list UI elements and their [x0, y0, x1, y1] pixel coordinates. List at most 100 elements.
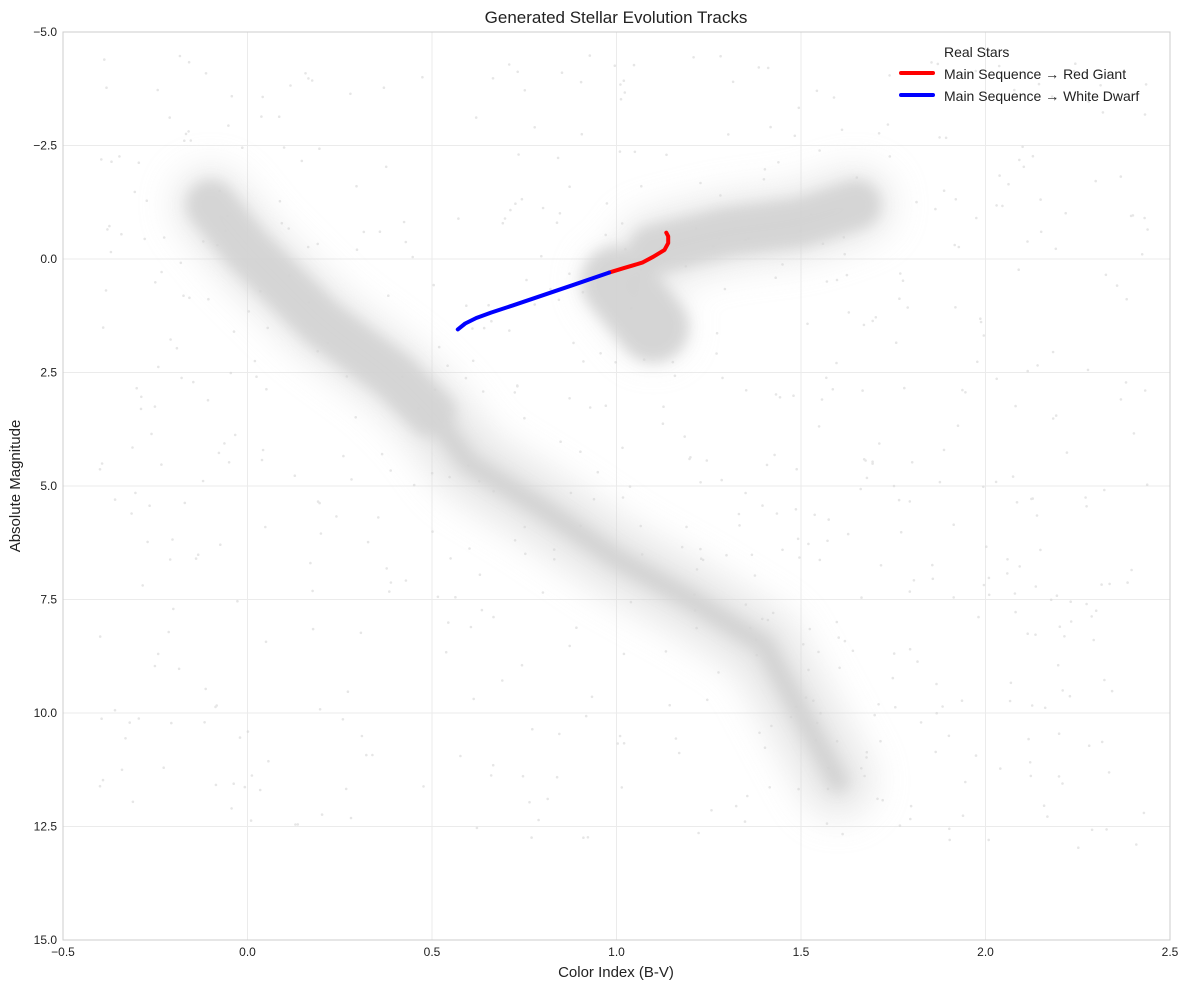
- star-point: [1029, 774, 1033, 778]
- star-point: [309, 561, 312, 565]
- star-point: [841, 832, 844, 836]
- star-point: [204, 687, 207, 691]
- star-point: [133, 190, 137, 194]
- star-point: [944, 136, 948, 140]
- star-point: [177, 667, 181, 671]
- star-point: [1017, 268, 1020, 272]
- track-red-giant: [607, 230, 671, 275]
- star-point: [355, 248, 359, 251]
- y-tick-label: 0.0: [40, 252, 57, 266]
- star-point: [1036, 364, 1039, 367]
- star-point: [230, 807, 233, 810]
- star-point: [881, 798, 884, 802]
- star-point: [725, 553, 728, 557]
- star-point: [582, 360, 585, 363]
- star-point: [264, 525, 267, 529]
- star-point: [266, 326, 270, 330]
- star-point: [135, 386, 138, 390]
- star-point: [599, 352, 602, 355]
- star-point: [863, 774, 866, 778]
- star-point: [1103, 488, 1106, 492]
- star-point: [994, 480, 998, 484]
- star-point: [1020, 94, 1024, 97]
- star-point: [874, 316, 878, 319]
- star-point: [1021, 145, 1024, 149]
- star-point: [1085, 602, 1088, 606]
- star-point: [1050, 95, 1054, 98]
- star-point: [952, 596, 955, 599]
- star-point: [555, 221, 559, 224]
- star-point: [1115, 284, 1119, 287]
- star-point: [371, 753, 374, 757]
- star-point: [349, 92, 352, 96]
- star-point: [557, 298, 561, 302]
- star-point: [873, 713, 876, 717]
- star-point: [157, 365, 160, 369]
- star-point: [259, 289, 262, 293]
- star-point: [908, 647, 912, 651]
- star-point: [987, 838, 990, 842]
- star-point: [693, 609, 697, 612]
- star-point: [842, 236, 846, 239]
- star-point: [1144, 83, 1148, 86]
- star-point: [278, 199, 282, 203]
- star-point: [482, 326, 486, 330]
- star-point: [168, 116, 171, 119]
- star-point: [568, 644, 571, 648]
- star-point: [187, 130, 190, 133]
- star-point: [167, 630, 170, 634]
- star-point: [1085, 505, 1088, 508]
- star-point: [1034, 585, 1038, 588]
- star-point: [1094, 179, 1097, 183]
- star-point: [618, 734, 622, 738]
- y-tick-label: 10.0: [34, 706, 58, 720]
- star-point: [995, 204, 998, 207]
- star-point: [146, 540, 149, 544]
- star-point: [137, 161, 141, 164]
- star-point: [705, 459, 709, 462]
- star-point: [1119, 175, 1123, 178]
- star-point: [100, 158, 103, 161]
- star-point: [622, 652, 626, 656]
- star-point: [744, 491, 747, 495]
- star-point: [862, 323, 866, 327]
- star-point: [1099, 84, 1102, 87]
- star-point: [1030, 497, 1033, 501]
- star-point: [478, 573, 482, 576]
- star-point: [103, 58, 106, 61]
- star-point: [860, 596, 863, 599]
- star-point: [859, 487, 862, 491]
- star-point: [909, 817, 912, 821]
- star-point: [432, 283, 436, 287]
- star-point: [300, 159, 304, 163]
- star-point: [310, 79, 314, 82]
- star-point: [584, 714, 588, 718]
- star-point: [489, 774, 493, 777]
- star-point: [430, 471, 434, 475]
- star-point: [184, 132, 188, 136]
- star-point: [1090, 828, 1094, 832]
- star-point: [630, 306, 633, 310]
- y-tick-label: 12.5: [34, 820, 58, 834]
- star-point: [229, 371, 233, 375]
- star-point: [387, 294, 390, 298]
- star-point: [762, 178, 766, 181]
- star-point: [891, 676, 895, 680]
- y-axis-ticks: −5.0 −2.5 0.0 2.5 5.0 7.5 10.0 12.5 15.0: [33, 25, 57, 947]
- star-point: [731, 80, 735, 84]
- star-point: [1054, 247, 1058, 251]
- star-point: [249, 819, 253, 822]
- star-point: [1100, 583, 1103, 586]
- star-point: [797, 106, 801, 110]
- star-point: [1013, 88, 1016, 92]
- star-point: [835, 739, 839, 743]
- star-point: [916, 660, 919, 663]
- star-point: [699, 481, 702, 484]
- star-point: [187, 60, 191, 64]
- star-point: [941, 705, 944, 708]
- star-point: [533, 126, 536, 129]
- star-point: [380, 452, 384, 456]
- star-point: [316, 500, 320, 503]
- star-point: [525, 278, 528, 282]
- star-point: [568, 397, 571, 400]
